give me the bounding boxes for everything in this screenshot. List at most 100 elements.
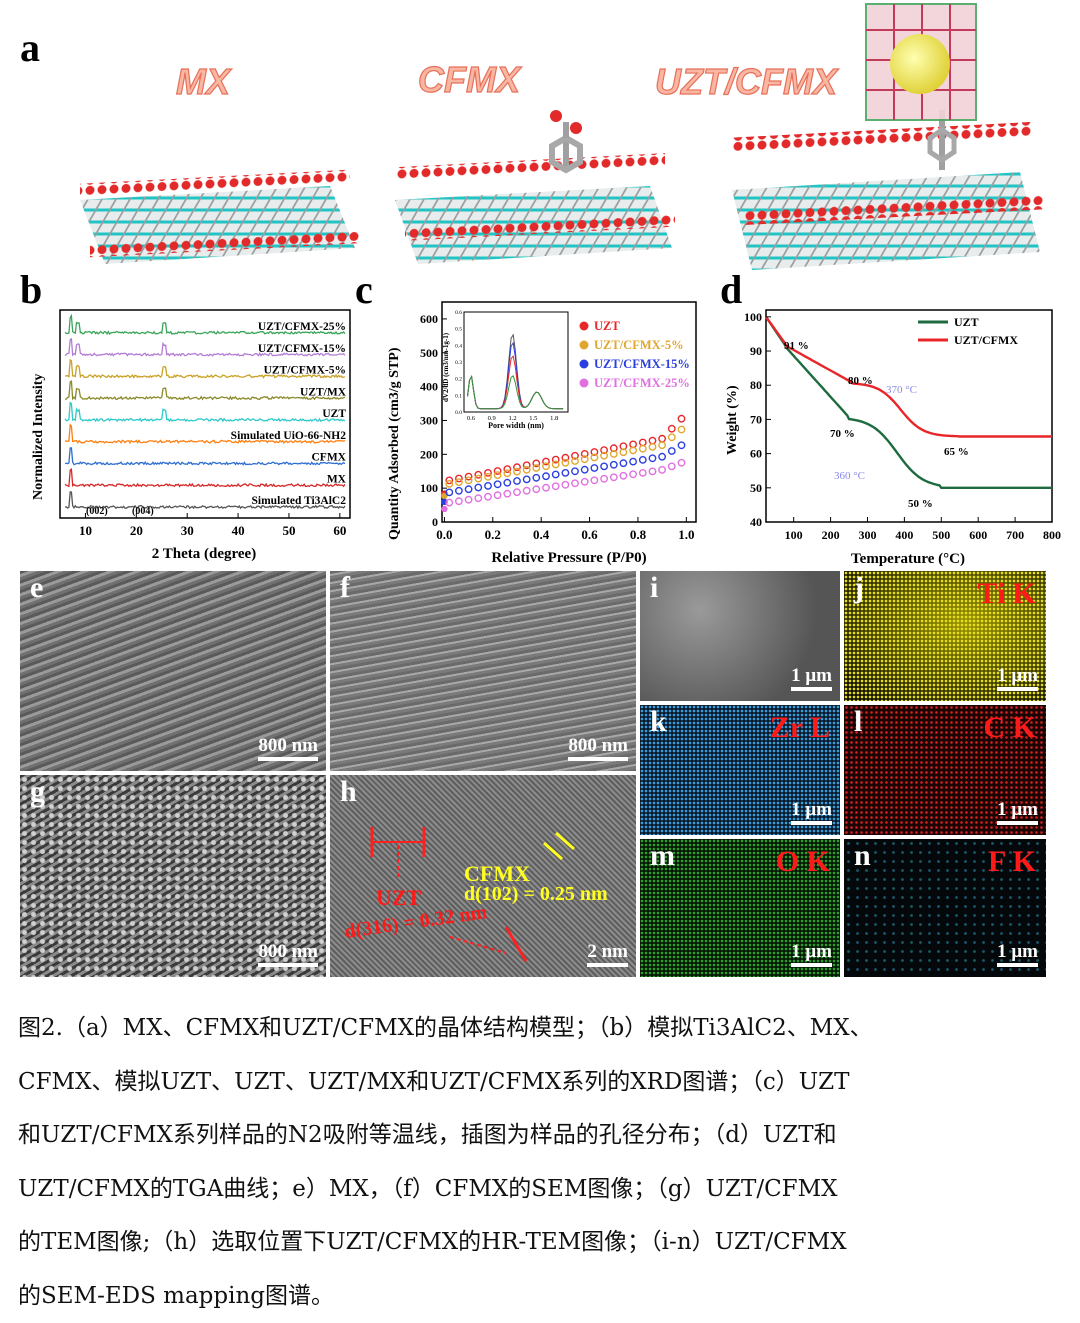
iso-point — [678, 426, 684, 432]
tga-annot-360: 360 °C — [834, 470, 865, 482]
iso-point — [524, 488, 530, 494]
iso-point — [543, 473, 549, 479]
panel-g-label: g — [30, 777, 45, 807]
crystal-models-illustration — [0, 0, 1080, 280]
tga-xtick-label: 800 — [1043, 528, 1061, 542]
xrd-series-label: CFMX — [312, 452, 347, 464]
iso-point — [659, 442, 665, 448]
inset-ylabel: dV2/dD (cm3/nm-1g-1) — [442, 332, 450, 402]
iso-point — [640, 457, 646, 463]
tga-annot-50: 50 % — [908, 498, 933, 510]
scale-bar-j: 1 μm — [997, 666, 1038, 691]
xrd-series-label: UZT — [322, 408, 346, 420]
panel-c-label: c — [355, 270, 373, 310]
iso-legend-label: UZT — [594, 319, 620, 333]
iso-ytick-label: 200 — [420, 447, 438, 461]
iso-xtick-label: 0.2 — [485, 527, 501, 542]
panel-f-label: f — [340, 573, 350, 603]
inset-ytick-label: 0.5 — [455, 327, 462, 333]
eds-map-c: l C K 1 μm — [844, 705, 1046, 835]
xrd-series-label: UZT/MX — [300, 386, 347, 398]
iso-point — [582, 479, 588, 485]
inset-xtick-label: 0.6 — [467, 415, 476, 422]
iso-point — [504, 470, 510, 476]
eds-map-ti: j Ti K 1 μm — [844, 571, 1046, 701]
iso-point — [659, 454, 665, 460]
figure-caption: 图2.（a）MX、CFMX和UZT/CFMX的晶体结构模型；（b）模拟Ti3Al… — [18, 1002, 1064, 1323]
panel-l-label: l — [854, 707, 862, 737]
tga-ytick-label: 100 — [744, 310, 762, 324]
iso-point — [678, 442, 684, 448]
iso-ytick-label: 400 — [420, 380, 438, 394]
iso-legend-marker — [580, 360, 589, 369]
scale-bar-m: 1 μm — [791, 942, 832, 967]
tga-annot-370: 370 °C — [886, 384, 917, 396]
iso-point — [649, 455, 655, 461]
iso-point — [640, 439, 646, 445]
iso-point — [659, 436, 665, 442]
xrd-series-label: UZT/CFMX-15% — [258, 343, 346, 355]
iso-xtick-label: 0.0 — [436, 527, 452, 542]
xrd-series-label: UZT/CFMX-25% — [258, 321, 346, 333]
iso-point — [640, 446, 646, 452]
iso-ylabel: Quantity Adsorbed (cm3/g STP) — [387, 347, 402, 540]
iso-point — [456, 498, 462, 504]
iso-point — [475, 495, 481, 501]
iso-point — [669, 448, 675, 454]
cfmx-slab — [395, 110, 675, 264]
iso-point — [669, 463, 675, 469]
iso-point — [533, 486, 539, 492]
xrd-trace — [65, 403, 345, 421]
tga-ytick-label: 70 — [750, 412, 762, 426]
iso-point — [524, 476, 530, 482]
iso-ytick-label: 0 — [432, 515, 438, 529]
iso-point — [591, 477, 597, 483]
iso-point — [514, 489, 520, 495]
caption-line-6: 的SEM-EDS mapping图谱。 — [18, 1270, 1064, 1323]
tga-ytick-label: 50 — [750, 481, 762, 495]
eds-map-f: n F K 1 μm — [844, 839, 1046, 977]
eds-element-c: C K — [984, 711, 1037, 745]
iso-point — [494, 472, 500, 478]
iso-point — [611, 462, 617, 468]
iso-point — [669, 426, 675, 432]
xrd-series-label: Simulated Ti3AlC2 — [252, 495, 347, 507]
tga-xtick-label: 700 — [1006, 528, 1024, 542]
iso-point — [678, 416, 684, 422]
iso-point — [601, 476, 607, 482]
hrtem-image: h UZT d(316) = 0.32 nm CFMX d(102) = 0.2… — [330, 775, 636, 977]
tga-xlabel: Temperature (°C) — [851, 551, 965, 567]
sem-image-cfmx: f 800 nm — [330, 571, 636, 771]
iso-point — [533, 475, 539, 481]
iso-xtick-label: 0.6 — [581, 527, 598, 542]
eds-map-zr: k Zr L 1 μm — [640, 705, 840, 835]
tga-ytick-label: 90 — [750, 344, 762, 358]
iso-point — [659, 467, 665, 473]
scale-bar-k: 1 μm — [791, 800, 832, 825]
iso-point — [562, 470, 568, 476]
iso-point — [601, 463, 607, 469]
scale-bar-f: 800 nm — [568, 736, 628, 761]
iso-point — [533, 465, 539, 471]
xrd-ylabel: Normalized Intensity — [31, 374, 46, 500]
iso-point — [514, 478, 520, 484]
eds-map-o: m O K 1 μm — [640, 839, 840, 977]
iso-point — [441, 506, 447, 512]
iso-point — [485, 494, 491, 500]
hrtem-cfmx-dspacing: d(102) = 0.25 nm — [464, 883, 608, 906]
inset-xlabel: Pore width (nm) — [488, 421, 544, 430]
uzt-cfmx-slab — [732, 4, 1045, 270]
eds-element-f: F K — [988, 845, 1036, 879]
xrd-xtick-label: 60 — [333, 523, 346, 538]
iso-point — [620, 473, 626, 479]
iso-legend-label: UZT/CFMX-15% — [594, 357, 690, 371]
iso-xtick-label: 1.0 — [678, 527, 694, 542]
panel-i-label: i — [650, 573, 658, 603]
inset-ytick-label: 0.3 — [455, 360, 462, 366]
eds-element-ti: Ti K — [977, 577, 1036, 611]
iso-legend-marker — [580, 322, 589, 331]
iso-legend-label: UZT/CFMX-5% — [594, 338, 684, 352]
iso-point — [475, 484, 481, 490]
